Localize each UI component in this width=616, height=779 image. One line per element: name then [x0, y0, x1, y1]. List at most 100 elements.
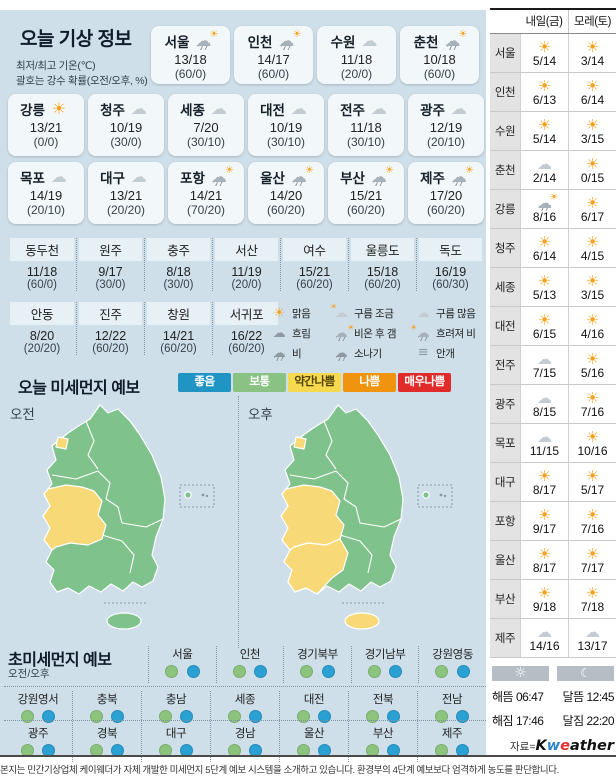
weather-icon [286, 100, 312, 118]
pm-dust-dot [456, 665, 470, 678]
city-name: 창원 [147, 302, 210, 325]
pm-dust-dot [42, 710, 56, 723]
precip-probability: (60/20) [266, 203, 306, 217]
pm-dust-dot [321, 665, 335, 678]
city-name: 제주 [420, 171, 445, 186]
city-weather-card: 세종 7/20 (30/10) [168, 94, 244, 156]
moon-icon [573, 665, 599, 683]
legend-weather-icon [330, 346, 352, 361]
min-max-temperature: 3/14 [580, 53, 605, 68]
am-dust-dot [20, 710, 34, 723]
region-cell: 경기북부 [283, 646, 351, 683]
city-column: 진주 12/22 (60/20) [76, 302, 144, 355]
region-name: 전북 [372, 694, 394, 706]
am-dust-dot [296, 710, 310, 723]
weather-icon [273, 30, 301, 50]
city-weather-card: 인천 14/17 (60/0) [234, 26, 313, 84]
dust-level-pill: 매우나쁨 [398, 373, 451, 392]
region-cell: 대전 [279, 691, 348, 728]
min-max-temperature: 7/18 [580, 599, 605, 614]
page-title: 오늘 기상 정보 [20, 29, 132, 50]
legend-item: 구름 조금 [330, 303, 412, 321]
precip-probability: (0/0) [33, 135, 59, 149]
rise-times: 해뜸 06:47 달뜸 12:45 [492, 688, 614, 705]
tomorrow-cell: 11/15 [520, 424, 568, 462]
min-max-temperature: 6/14 [580, 92, 605, 107]
city-name: 동두천 [10, 238, 74, 261]
min-max-temperature: 9/17 [98, 265, 123, 279]
city-column: 여수 15/21 (60/20) [280, 238, 348, 291]
pm-dust-dot [318, 710, 332, 723]
region-name: 강원영동 [432, 649, 474, 661]
region-cell: 서울 [148, 646, 216, 683]
min-max-temperature: 14/21 [189, 188, 223, 203]
precip-probability: (60/30) [432, 279, 469, 291]
city-column: 안동 8/20 (20/20) [8, 302, 76, 355]
min-max-temperature: 12/19 [429, 120, 463, 135]
precip-probability: (30/0) [95, 279, 126, 291]
min-max-temperature: 10/19 [269, 120, 303, 135]
weather-icon [533, 273, 557, 289]
weather-icon [533, 390, 557, 406]
legend-item: 흐림 [268, 326, 330, 341]
city-label: 대구 [490, 463, 520, 501]
weather-icon [581, 195, 605, 211]
legend-item: 비 [268, 346, 330, 361]
tomorrow-cell: 9/18 [520, 580, 568, 618]
sun-icon [508, 665, 534, 683]
region-name: 전남 [441, 694, 463, 706]
city-label: 광주 [490, 385, 520, 423]
legend-item: 맑음 [268, 306, 330, 321]
weather-icon [446, 100, 472, 118]
precip-probability: (60/0) [423, 67, 456, 81]
day-after-cell: 3/14 [568, 34, 616, 72]
city-name: 원주 [79, 238, 142, 261]
pm-dust-dot [389, 665, 403, 678]
min-max-temperature: 9/18 [532, 599, 557, 614]
min-max-temperature: 3/15 [580, 287, 605, 302]
weather-icon [190, 30, 218, 50]
city-column: 서귀포 16/22 (60/20) [212, 302, 280, 355]
city-name: 울릉도 [351, 238, 414, 261]
weather-icon [46, 100, 72, 118]
precip-probability: (30/10) [266, 135, 306, 149]
ultrafine-row-2: 강원영서 충북 충남 [4, 686, 486, 728]
day-after-cell: 5/17 [568, 463, 616, 501]
forecast-table: 서울 5/14 3/14 인천 6/13 [490, 34, 616, 658]
dust-level-pill: 좋음 [178, 373, 231, 392]
forecast-row: 대전 6/15 4/16 [490, 307, 616, 346]
city-name: 충주 [147, 238, 210, 261]
today-cards-row-2: 강릉 13/21 (0/0) 청주 10/19 (30/0) [8, 94, 484, 156]
tomorrow-cell: 8/17 [520, 463, 568, 501]
sunrise-time: 06:47 [515, 690, 544, 704]
legend-label: 비 [292, 348, 302, 360]
weather-icon [581, 507, 605, 523]
sun-moon-times: 해뜸 06:47 달뜸 12:45 해짐 17:46 달짐 22:20 자료=K… [490, 658, 616, 754]
precip-probability: (20/10) [426, 135, 466, 149]
city-label: 춘천 [490, 151, 520, 189]
city-label: 서울 [490, 34, 520, 72]
legend-label: 흐려져 비 [436, 328, 476, 340]
min-max-temperature: 16/19 [434, 265, 467, 279]
tomorrow-cell: 5/13 [520, 268, 568, 306]
city-name: 여수 [283, 238, 346, 261]
city-label: 강릉 [490, 190, 520, 228]
forecast-row: 인천 6/13 6/14 [490, 73, 616, 112]
min-max-temperature: 13/21 [109, 188, 143, 203]
min-max-temperature: 11/18 [350, 120, 382, 135]
weather-icon [206, 100, 232, 118]
city-label: 울산 [490, 541, 520, 579]
region-cell: 전북 [348, 691, 417, 728]
forecast-row: 목포 11/15 10/16 [490, 424, 616, 463]
tomorrow-cell: 6/15 [520, 307, 568, 345]
legend-item: 안개 [412, 346, 484, 361]
legend-weather-icon [410, 324, 434, 341]
precip-probability: (60/20) [426, 203, 466, 217]
pm-dust-dot [249, 710, 263, 723]
city-name: 춘천 [413, 35, 439, 50]
city-name: 수원 [330, 35, 356, 50]
min-max-temperature: 8/17 [532, 482, 557, 497]
precip-probability: (30/0) [110, 135, 142, 149]
moonrise-time: 12:45 [586, 690, 614, 704]
forecast-header: 내일(금) 모레(토) [490, 10, 616, 34]
